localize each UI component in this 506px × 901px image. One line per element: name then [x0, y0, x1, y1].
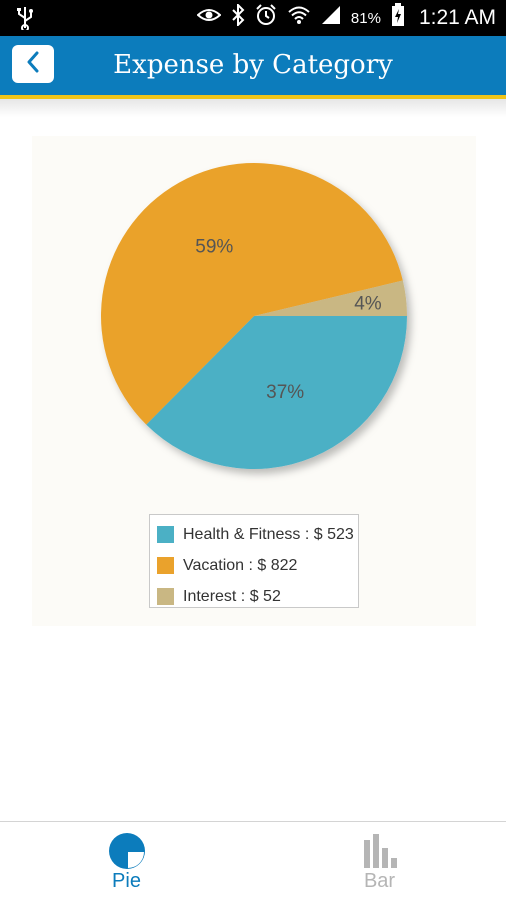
legend-item: Vacation : $ 822	[150, 550, 358, 581]
legend-label: Interest : $ 52	[183, 587, 281, 605]
nav-tab-pie[interactable]: Pie	[0, 822, 253, 901]
signal-icon	[321, 5, 341, 31]
bluetooth-icon	[231, 2, 245, 32]
chart-legend: Health & Fitness : $ 523 Vacation : $ 822…	[149, 514, 359, 608]
app-bar-shadow	[0, 99, 506, 117]
bar-chart-icon	[361, 832, 399, 874]
battery-percent: 81%	[350, 9, 381, 27]
pie-slice-interest	[254, 280, 407, 316]
legend-item: Health & Fitness : $ 523	[150, 519, 358, 550]
legend-item: Interest : $ 52	[150, 581, 358, 612]
battery-icon	[391, 3, 405, 33]
pie-chart-icon	[108, 832, 146, 874]
clock: 1:21 AM	[418, 6, 496, 29]
pie-chart-svg: 37% 59% 4%	[100, 163, 407, 470]
nav-tab-pie-label: Pie	[112, 870, 141, 892]
pie-chart: 37% 59% 4% Health & Fitness : $ 523 Vacatio…	[32, 136, 476, 626]
alarm-icon	[255, 4, 277, 32]
nav-tab-bar-label: Bar	[363, 870, 396, 892]
back-button[interactable]	[12, 45, 54, 83]
legend-label: Vacation : $ 822	[183, 556, 298, 574]
legend-swatch	[157, 526, 174, 543]
status-bar: 81% 1:21 AM	[0, 0, 506, 36]
chevron-left-icon	[25, 51, 41, 77]
wifi-icon	[287, 5, 311, 31]
pie-percent-label: 37%	[266, 382, 304, 403]
pie-percent-label: 4%	[354, 294, 382, 315]
app-bar	[0, 36, 506, 95]
page-title: Expense by Category	[113, 50, 393, 80]
app-bar-accent	[0, 95, 506, 99]
bottom-nav: Pie Bar	[0, 821, 506, 901]
nav-tab-bar[interactable]: Bar	[253, 822, 506, 901]
usb-icon	[16, 6, 34, 34]
legend-swatch	[157, 557, 174, 574]
pie-percent-label: 59%	[195, 236, 233, 257]
pie-slice-vacation	[100, 163, 403, 425]
legend-label: Health & Fitness : $ 523	[183, 525, 354, 543]
eye-icon	[196, 7, 222, 29]
legend-swatch	[157, 588, 174, 605]
pie-slice-health-fitness	[146, 316, 407, 470]
